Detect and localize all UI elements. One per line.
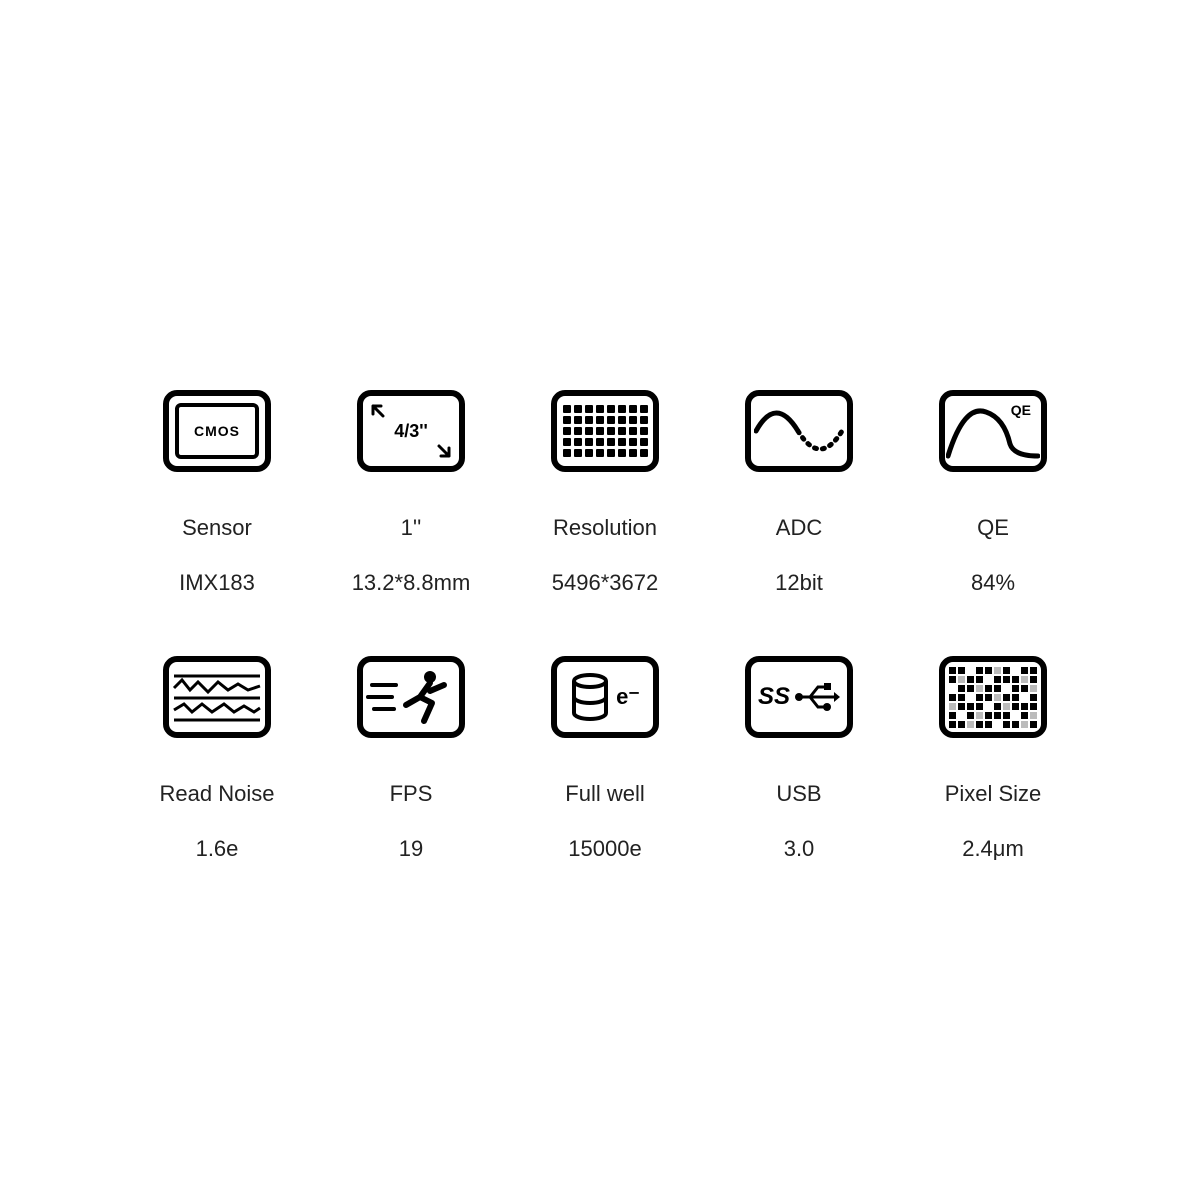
spec-read-noise: Read Noise 1.6e [135,656,299,862]
pixel-grid [563,405,648,457]
spec-resolution: Resolution 5496*3672 [523,390,687,596]
usb-ss-text: SS [758,683,790,711]
spec-value: 19 [399,836,423,861]
qe-curve-icon: QE [939,390,1047,472]
database-electron-icon: e⁻ [551,656,659,738]
spec-title: QE [977,515,1009,540]
usb-ss-icon: SS [745,656,853,738]
spec-full-well: e⁻ Full well 15000e [523,656,687,862]
spec-label: ADC 12bit [775,486,823,596]
spec-label: Full well 15000e [565,752,644,862]
arrow-down-right-icon [433,440,453,460]
noise-waveform-icon [163,656,271,738]
spec-label: 1'' 13.2*8.8mm [352,486,471,596]
spec-grid: CMOS Sensor IMX183 4/3'' 1'' 13.2*8.8mm [135,390,1075,862]
spec-label: USB 3.0 [776,752,821,862]
spec-label: FPS 19 [390,752,433,862]
spec-label: QE 84% [971,486,1015,596]
running-speed-icon [357,656,465,738]
electron-label: e⁻ [616,684,640,710]
spec-value: 2.4μm [962,836,1024,861]
spec-title: FPS [390,781,433,806]
database-stack [570,673,610,721]
spec-title: Pixel Size [945,781,1042,806]
spec-value: IMX183 [179,570,255,595]
cmos-chip-label: CMOS [175,403,259,459]
cmos-chip-icon: CMOS [163,390,271,472]
spec-value: 15000e [568,836,641,861]
noise-waveform [172,668,262,726]
spec-value: 12bit [775,570,823,595]
spec-title: 1'' [401,515,422,540]
spec-label: Pixel Size 2.4μm [945,752,1042,862]
pixel-pattern-icon [939,656,1047,738]
size-icon-text: 4/3'' [394,421,428,442]
spec-value: 13.2*8.8mm [352,570,471,595]
arrow-up-left-icon [369,402,389,422]
spec-fps: FPS 19 [329,656,493,862]
diagonal-size-icon: 4/3'' [357,390,465,472]
spec-title: Resolution [553,515,657,540]
spec-value: 3.0 [784,836,815,861]
runner [366,667,456,727]
spec-value: 5496*3672 [552,570,658,595]
spec-label: Sensor IMX183 [179,486,255,596]
spec-label: Resolution 5496*3672 [552,486,658,596]
spec-title: ADC [776,515,822,540]
spec-title: USB [776,781,821,806]
spec-value: 84% [971,570,1015,595]
spec-pixel-size: Pixel Size 2.4μm [911,656,1075,862]
spec-label: Read Noise 1.6e [160,752,275,862]
spec-value: 1.6e [196,836,239,861]
pixel-pattern [949,667,1037,728]
spec-qe: QE QE 84% [911,390,1075,596]
spec-adc: ADC 12bit [717,390,881,596]
usb-trident-icon [794,680,840,714]
sine-wave [754,401,844,461]
spec-sensor: CMOS Sensor IMX183 [135,390,299,596]
spec-title: Sensor [182,515,252,540]
pixel-grid-icon [551,390,659,472]
spec-usb: SS USB 3.0 [717,656,881,862]
spec-size: 4/3'' 1'' 13.2*8.8mm [329,390,493,596]
spec-title: Full well [565,781,644,806]
qe-icon-text: QE [1011,402,1031,418]
sine-wave-icon [745,390,853,472]
spec-title: Read Noise [160,781,275,806]
spec-infographic: CMOS Sensor IMX183 4/3'' 1'' 13.2*8.8mm [0,0,1200,1200]
